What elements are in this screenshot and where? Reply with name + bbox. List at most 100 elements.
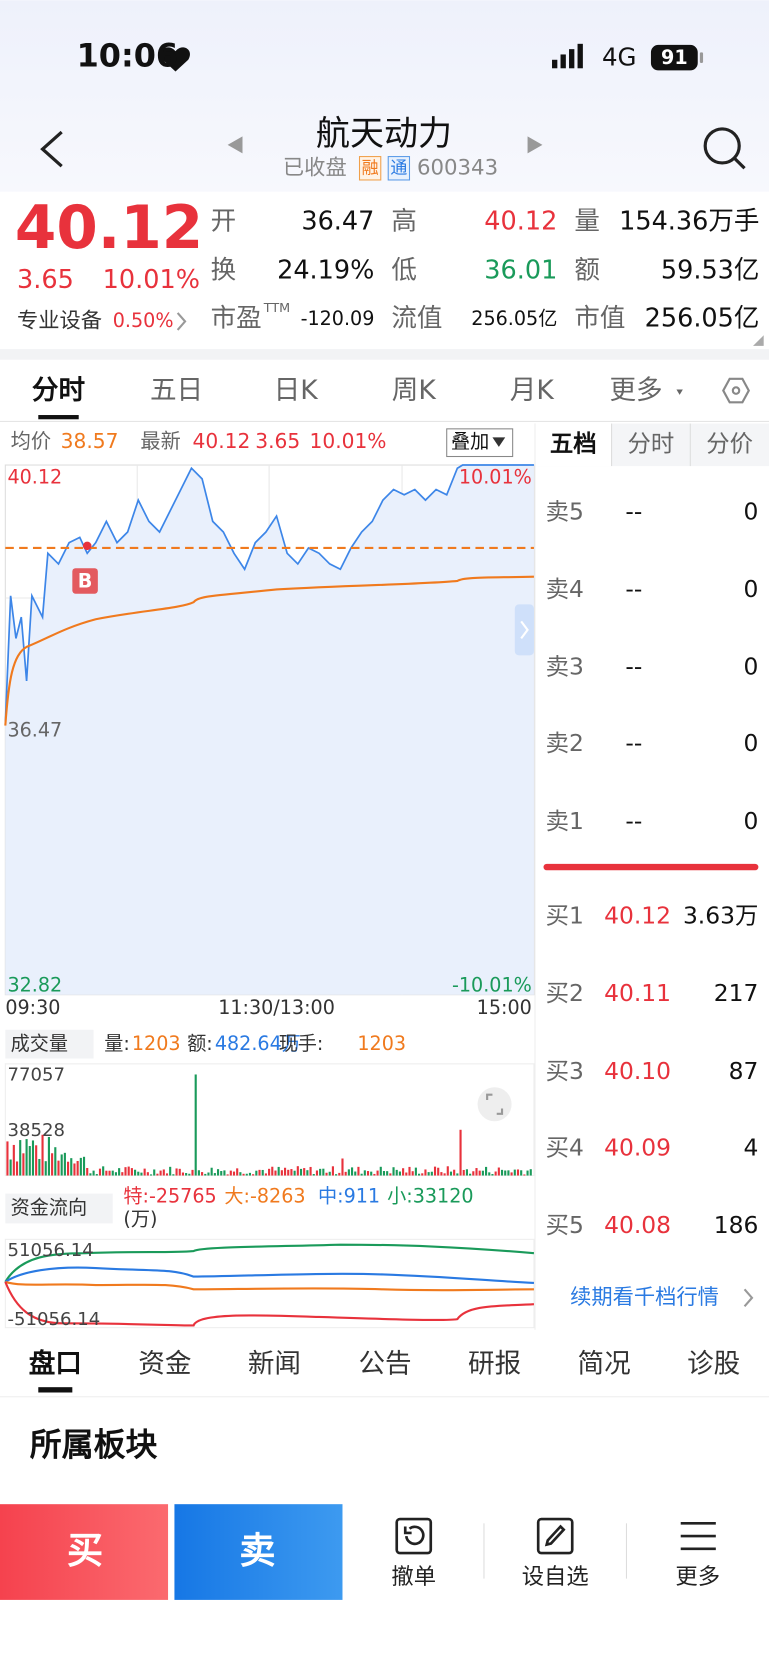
action-item[interactable]: 撤单 (391, 1564, 436, 1590)
volume-bar (86, 1167, 89, 1176)
stat-label: 换 (211, 255, 237, 285)
volume-bar (520, 1170, 523, 1176)
volume-bar (331, 1166, 334, 1176)
stat-label: 市值 (574, 303, 625, 333)
action-item[interactable]: 设自选 (522, 1564, 589, 1590)
bottom-tab[interactable]: 研报 (468, 1348, 521, 1379)
volume-bar (111, 1170, 114, 1176)
volume-bar (504, 1170, 507, 1176)
volume-bar (360, 1173, 363, 1176)
bottom-tab[interactable]: 新闻 (248, 1348, 301, 1379)
buy-button[interactable] (0, 1504, 169, 1600)
volume-bar (114, 1172, 117, 1176)
expand-corner[interactable] (753, 335, 764, 346)
avg-value: 38.57 (61, 429, 119, 453)
sell-button[interactable] (174, 1504, 343, 1600)
badge: 融 (362, 158, 379, 178)
bid-qty: 217 (714, 979, 759, 1007)
volume-bar (239, 1172, 242, 1176)
volume-bar (165, 1173, 169, 1176)
settings-dot (731, 386, 741, 395)
volume-bar (319, 1168, 322, 1176)
bottom-tab[interactable]: 公告 (358, 1348, 411, 1379)
fullscreen-button[interactable] (477, 1087, 512, 1122)
order-tab[interactable]: 分价 (706, 429, 753, 457)
volume-bar (130, 1168, 133, 1176)
volume-bar (236, 1168, 239, 1176)
volume-bar (169, 1166, 172, 1176)
settings-icon[interactable] (722, 377, 751, 404)
volume-bar (22, 1153, 25, 1176)
search-button[interactable] (703, 127, 746, 170)
volume-bars (6, 1074, 532, 1176)
back-button[interactable] (40, 130, 63, 168)
separator (0, 349, 769, 360)
action-item[interactable]: 更多 (675, 1564, 720, 1590)
vol-y-label: 77057 (7, 1065, 65, 1086)
battery-cap (699, 52, 704, 63)
ask-price: -- (625, 807, 642, 835)
volume-frame (4, 1063, 535, 1177)
next-stock[interactable] (527, 136, 543, 154)
volume-bar (73, 1163, 76, 1176)
badge: 通 (390, 158, 407, 178)
volume-bar (181, 1172, 185, 1176)
chart-tab[interactable]: 更多 (609, 375, 662, 406)
stat-value: 40.12 (484, 207, 557, 237)
order-tab[interactable]: 五档 (550, 429, 597, 457)
bottom-tab[interactable]: 资金 (138, 1348, 191, 1379)
more-chevron[interactable] (743, 1288, 754, 1308)
volume-bar (127, 1166, 130, 1176)
order-tab-active[interactable] (535, 423, 612, 467)
order-tab[interactable]: 分时 (628, 429, 675, 457)
volume-selector[interactable] (5, 1029, 94, 1059)
buy-marker[interactable] (72, 568, 98, 594)
volume-bar (82, 1156, 86, 1176)
bottom-tab[interactable]: 简况 (578, 1348, 631, 1379)
volume-bar (54, 1147, 57, 1176)
ask-label: 卖4 (546, 575, 584, 603)
volume-bar (475, 1168, 478, 1176)
chart-tab[interactable]: 五日 (150, 375, 203, 406)
flow-small (4, 1243, 535, 1283)
bottom-tab[interactable]: 诊股 (687, 1348, 740, 1379)
volume-bar (500, 1169, 504, 1176)
x-label: 11:30/13:00 (218, 996, 335, 1019)
volume-bar (60, 1154, 63, 1176)
volume-bar (70, 1158, 73, 1176)
volume-bar (296, 1166, 299, 1176)
volume-bar (137, 1171, 140, 1176)
price-line (4, 464, 534, 724)
volume-bar (303, 1168, 306, 1176)
volume-bar (25, 1139, 28, 1176)
volume-bar (402, 1168, 405, 1176)
bid-price: 40.12 (604, 902, 671, 930)
fund-flow-item: 特:-25765 (123, 1184, 216, 1207)
side-expand-arrow (520, 620, 529, 640)
y-label: 40.12 (7, 465, 62, 488)
bottom-tab[interactable]: 盘口 (29, 1348, 82, 1379)
side-expand[interactable] (514, 604, 534, 656)
bid-qty: 3.63万 (683, 902, 758, 930)
ask-price: -- (625, 729, 642, 757)
volume-bar (347, 1169, 350, 1176)
volume-bar (178, 1168, 181, 1176)
chart-tab[interactable]: 日K (274, 375, 319, 406)
bid-price: 40.10 (604, 1057, 671, 1085)
more-depth[interactable]: 续期看千档行情 (570, 1285, 719, 1310)
volume-bar (526, 1170, 529, 1176)
volume-bar (207, 1172, 210, 1176)
prev-stock[interactable] (227, 136, 243, 154)
volume-bar (366, 1171, 370, 1176)
sector-chevron[interactable] (176, 312, 187, 331)
volume-bar (92, 1170, 95, 1176)
volume-bar (427, 1172, 430, 1176)
sector-pct: 0.50% (113, 309, 174, 332)
chart-tab[interactable]: 月K (510, 375, 555, 406)
chart-tab[interactable]: 分时 (32, 375, 86, 406)
chart-tab[interactable]: 周K (392, 375, 437, 406)
section-title: 所属板块 (30, 1426, 158, 1464)
ask-price: -- (625, 575, 642, 603)
fund-flow-selector[interactable] (5, 1193, 113, 1224)
y-label: 32.82 (7, 974, 62, 997)
